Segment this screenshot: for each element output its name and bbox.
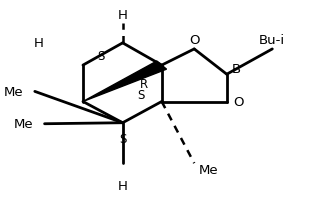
Text: Me: Me xyxy=(13,118,33,131)
Polygon shape xyxy=(83,62,166,102)
Text: H: H xyxy=(118,179,128,192)
Text: S: S xyxy=(137,89,144,101)
Text: B: B xyxy=(231,62,240,75)
Text: O: O xyxy=(189,34,199,47)
Text: Bu-i: Bu-i xyxy=(259,34,285,47)
Text: O: O xyxy=(233,95,243,109)
Text: Me: Me xyxy=(4,85,23,98)
Text: Me: Me xyxy=(199,163,219,176)
Text: R: R xyxy=(140,78,148,90)
Text: H: H xyxy=(118,9,128,22)
Text: S: S xyxy=(97,50,105,63)
Text: S: S xyxy=(119,133,126,146)
Text: H: H xyxy=(34,37,44,50)
